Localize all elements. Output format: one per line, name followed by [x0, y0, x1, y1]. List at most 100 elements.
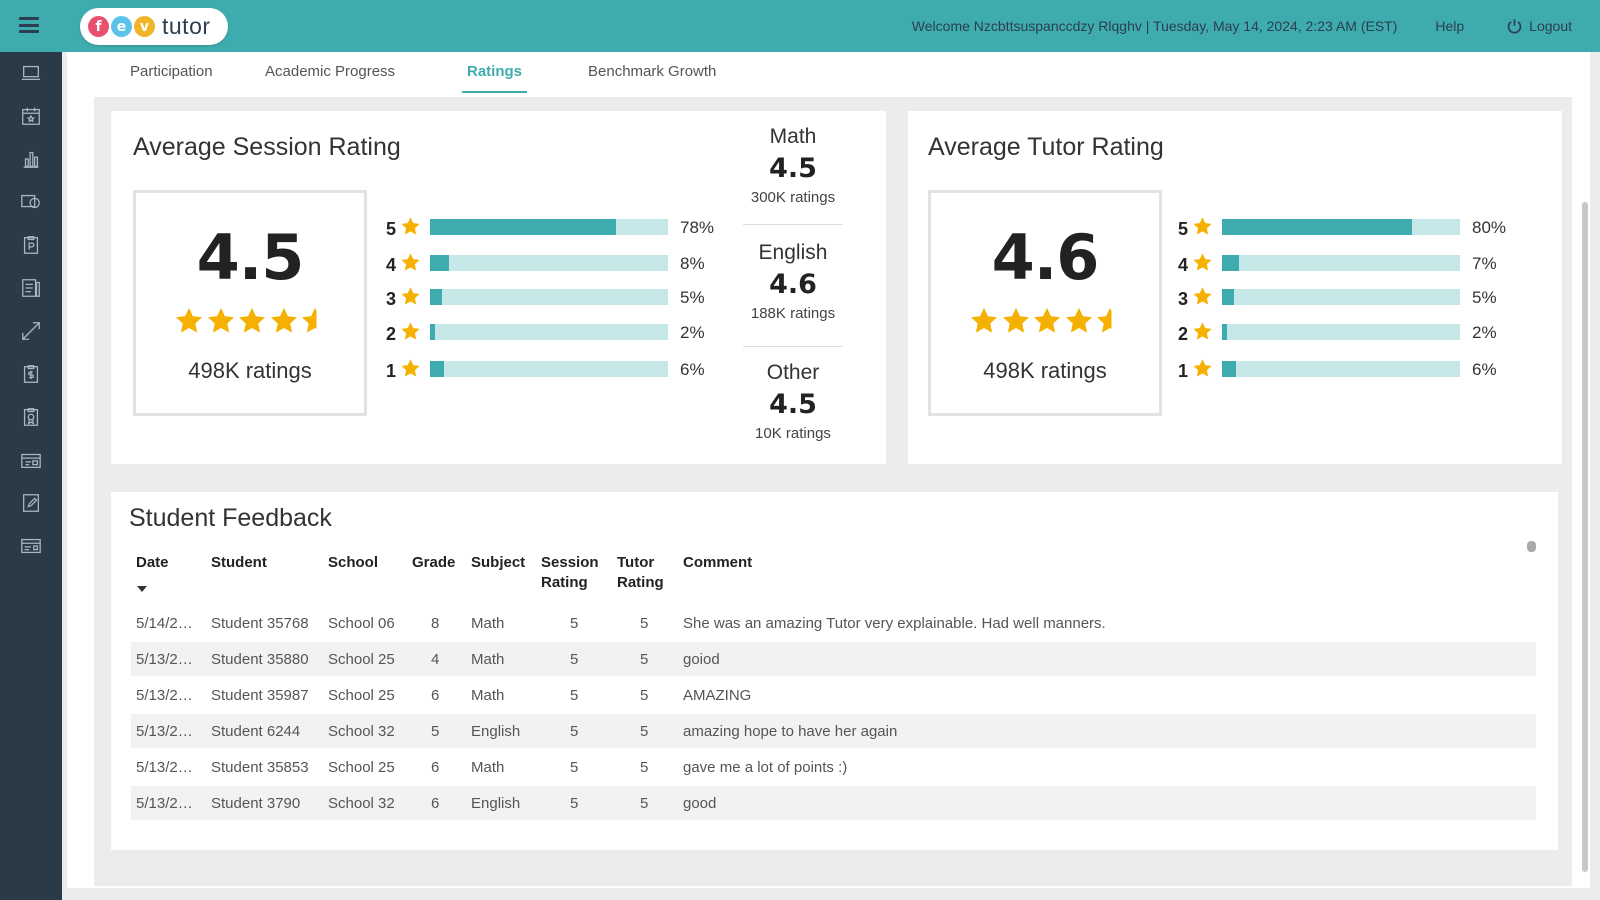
table-scrollbar[interactable] — [1527, 541, 1536, 552]
session-star-rating — [174, 306, 334, 336]
logout-label: Logout — [1529, 18, 1572, 34]
rating-bar-row: 5 80% — [1178, 217, 1518, 239]
rating-percent: 5% — [680, 288, 705, 307]
report-list-icon[interactable] — [19, 276, 43, 300]
rating-bar-row: 3 5% — [386, 287, 726, 309]
cell-school: School 06 — [328, 615, 395, 632]
cell-grade: 5 — [431, 723, 440, 740]
star-icon — [1193, 217, 1212, 235]
id-card-icon[interactable] — [19, 534, 43, 558]
calendar-star-icon[interactable] — [19, 104, 43, 128]
table-row[interactable]: 5/13/2… Student 6244 School 32 5 English 5 5 am… — [131, 714, 1536, 748]
rating-bar-fill — [430, 289, 442, 305]
cell-student: Student 35880 — [211, 651, 309, 668]
cell-date: 5/13/2… — [136, 795, 193, 812]
sort-desc-icon[interactable] — [137, 586, 147, 592]
rating-percent: 2% — [680, 323, 705, 342]
table-row[interactable]: 5/13/2… Student 3790 School 32 6 English 5 5 go… — [131, 786, 1536, 820]
tab-ratings[interactable]: Ratings — [462, 63, 528, 93]
table-row[interactable]: 5/13/2… Student 35853 School 25 6 Math 5 5 gave… — [131, 750, 1536, 784]
column-header-school[interactable]: School — [328, 554, 379, 571]
subject-count: 10K ratings — [755, 425, 831, 442]
logo-letter-v: v — [134, 16, 155, 37]
welcome-text: Welcome Nzcbttsuspanccdzy Rlqghv | Tuesd… — [911, 18, 1398, 34]
rating-bar-fill — [1222, 289, 1234, 305]
star-icon — [1065, 307, 1092, 333]
cell-subject: Math — [471, 687, 505, 704]
table-row[interactable]: 5/13/2… Student 35987 School 25 6 Math 5 5 AMAZ… — [131, 678, 1536, 712]
cell-grade: 6 — [431, 795, 440, 812]
cell-subject: Math — [471, 651, 505, 668]
cell-subject: Math — [471, 615, 505, 632]
rating-bar-row: 1 6% — [386, 359, 726, 381]
tab-benchmark-growth[interactable]: Benchmark Growth — [588, 63, 717, 80]
star-icon — [1193, 253, 1212, 271]
star-level-label: 2 — [1178, 324, 1189, 344]
rating-bar-fill — [430, 324, 435, 340]
tab-bar: Participation Academic Progress Ratings … — [67, 52, 1590, 95]
table-row[interactable]: 5/14/2… Student 35768 School 06 8 Math 5 5 She … — [131, 606, 1536, 640]
datetime-text: Tuesday, May 14, 2024, 2:23 AM (EST) — [1153, 18, 1398, 34]
cell-student: Student 3790 — [211, 795, 301, 812]
laptop-icon[interactable] — [19, 61, 43, 85]
star-icon — [401, 217, 420, 235]
cell-date: 5/14/2… — [136, 615, 193, 632]
rating-bar-track — [430, 289, 668, 305]
tab-participation[interactable]: Participation — [130, 63, 213, 80]
star-level-label: 4 — [1178, 255, 1189, 275]
dollar-clipboard-icon[interactable] — [19, 362, 43, 386]
fev-tutor-logo[interactable]: f e v tutor — [80, 8, 228, 45]
cell-date: 5/13/2… — [136, 687, 193, 704]
table-row[interactable]: 5/13/2… Student 35880 School 25 4 Math 5 5 goio… — [131, 642, 1536, 676]
hamburger-menu-icon[interactable] — [19, 17, 39, 33]
cell-school: School 25 — [328, 759, 395, 776]
clipboard-p-icon[interactable] — [19, 233, 43, 257]
column-header-subject[interactable]: Subject — [471, 554, 526, 571]
page-scrollbar[interactable] — [1582, 202, 1588, 872]
logo-word: tutor — [162, 13, 211, 39]
subject-value: 4.5 — [769, 389, 817, 420]
award-clipboard-icon[interactable] — [19, 405, 43, 429]
cell-tutor-rating: 5 — [640, 615, 649, 632]
column-header-student[interactable]: Student — [211, 554, 267, 571]
rating-bar-fill — [430, 219, 616, 235]
session-rating-card: Average Session Rating 4.5 498K ratings … — [111, 111, 886, 464]
column-header-date[interactable]: Date — [136, 554, 169, 571]
column-header-comment[interactable]: Comment — [683, 554, 753, 571]
subject-math: Math 4.5 300K ratings — [743, 125, 843, 206]
star-level-label: 5 — [1178, 219, 1189, 239]
star-icon — [1034, 307, 1060, 333]
cell-student: Student 35853 — [211, 759, 309, 776]
star-icon — [176, 307, 202, 333]
rating-bar-fill — [430, 361, 445, 377]
subject-other: Other 4.5 10K ratings — [743, 361, 843, 442]
tutor-average-value: 4.6 — [991, 221, 1100, 294]
tab-academic-progress[interactable]: Academic Progress — [265, 63, 396, 80]
rating-bar-fill — [430, 255, 450, 271]
power-icon — [1507, 18, 1522, 33]
cell-grade: 8 — [431, 615, 440, 632]
logout-button[interactable]: Logout — [1506, 18, 1572, 35]
column-header-tutor-rating[interactable]: Tutor Rating — [617, 554, 664, 591]
cell-student: Student 35987 — [211, 687, 309, 704]
id-cards-icon[interactable] — [19, 448, 43, 472]
column-header-grade[interactable]: Grade — [412, 554, 456, 571]
star-icon — [1193, 322, 1212, 340]
edit-document-icon[interactable] — [19, 491, 43, 515]
bar-chart-icon[interactable] — [19, 147, 43, 171]
subject-count: 188K ratings — [750, 305, 836, 322]
column-header-session-rating[interactable]: Session Rating — [541, 554, 599, 591]
help-link[interactable]: Help — [1435, 18, 1465, 34]
session-ratings-count: 498K ratings — [188, 358, 312, 383]
cell-date: 5/13/2… — [136, 759, 193, 776]
subject-name: English — [758, 241, 828, 264]
logo-letter-e: e — [111, 16, 132, 37]
rating-bar-track — [1222, 361, 1460, 377]
star-icon — [401, 359, 420, 377]
camera-icon[interactable] — [19, 190, 43, 214]
cell-date: 5/13/2… — [136, 723, 193, 740]
cell-grade: 6 — [431, 687, 440, 704]
expand-arrows-icon[interactable] — [19, 319, 43, 343]
star-icon — [401, 253, 420, 271]
cell-date: 5/13/2… — [136, 651, 193, 668]
